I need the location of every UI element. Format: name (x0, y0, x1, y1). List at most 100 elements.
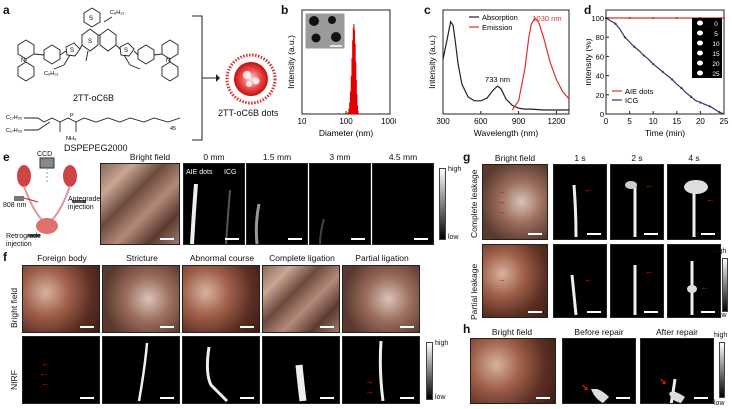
chart-d-point (699, 101, 702, 104)
chart-d-point (661, 70, 664, 73)
g-high-label: high (713, 248, 727, 255)
chart-d-ytick-label: 80 (596, 33, 604, 42)
chart-b-tem-particle (311, 33, 321, 43)
chart-b-bar (348, 108, 350, 114)
chart-b-bar (353, 24, 355, 114)
injection-schematic (14, 157, 86, 237)
chem-n-right: N (166, 58, 170, 64)
chart-d-inset-spot (697, 50, 703, 56)
panel-label-c: c (424, 3, 431, 17)
antegrade-label: Antegrade injection (68, 196, 101, 211)
e-nirf-0mm: AIE dots ICG (183, 163, 245, 245)
panel-label-b: b (281, 3, 289, 17)
chart-d-xtick-label: 5 (627, 117, 632, 126)
g-nirf-partial-1s: ← (553, 244, 607, 318)
h-nirf-before: ↘ (562, 338, 636, 404)
dots-label: 2TT-oC6B dots (218, 108, 279, 118)
chart-d-inset-spot (697, 30, 703, 36)
panel-label-a: a (3, 3, 10, 17)
f-bf-stricture (102, 265, 180, 333)
chem-s-1: S (70, 48, 74, 54)
f-intensity-colorbar (426, 342, 433, 400)
panel-label-d: d (584, 3, 592, 17)
chem-n-left: N (21, 58, 25, 64)
chart-b-bar (350, 76, 352, 114)
g-low-label: low (716, 312, 727, 319)
chart-b-bar (351, 58, 353, 114)
panel-label-f: f (3, 250, 7, 264)
chart-d-point (722, 16, 726, 20)
chart-c-peak-em: 1030 nm (532, 14, 561, 23)
chart-b-ylabel: Intensity (a.u.) (286, 35, 296, 89)
chart-d-inset-label: 10 (712, 41, 720, 48)
chart-d-inset-strip (692, 18, 722, 78)
e-header-0mm: 0 mm (203, 152, 225, 162)
f-bf-abnormal-course (182, 265, 260, 333)
chart-d-point (628, 16, 631, 20)
chart-b-bar (349, 102, 351, 114)
retrograde-label: Retrograde injection (6, 233, 42, 248)
chart-b-bar (356, 94, 358, 114)
e-header-1-5mm: 1.5 mm (262, 152, 292, 162)
e-nirf-4-5mm (372, 163, 434, 245)
f-row-bright-field: Bright field (9, 287, 19, 328)
chem-alkyl-2: C₆H₁₃ (44, 71, 58, 77)
panel-label-h: h (463, 322, 471, 336)
f-bf-partial-ligation (342, 265, 420, 333)
e-low-label: low (448, 234, 459, 241)
chart-b-tem-particle (328, 16, 336, 24)
chart-d-xtick-label: 15 (672, 117, 681, 126)
e-header-3mm: 3 mm (329, 152, 351, 162)
chart-d-point (689, 95, 693, 98)
chem-p: P (70, 113, 74, 119)
chart-d-point (614, 22, 617, 25)
chart-d-inset-label: 5 (714, 31, 718, 38)
panel-label-e: e (3, 150, 10, 164)
molecule-2tt-oc6b: N N S S S S C₆H₁₃ C₆H₁₃ (17, 7, 179, 82)
e-header-bright-field: Bright field (129, 152, 171, 162)
chart-d-legend-label: AIE dots (625, 87, 654, 96)
chart-b-bar (355, 79, 357, 114)
panel-label-g: g (463, 150, 471, 164)
f-high-label: high (435, 340, 449, 347)
g-header-1s: 1 s (574, 153, 586, 163)
chart-c-xtick-label: 900 (512, 117, 526, 126)
g-intensity-colorbar (722, 258, 728, 312)
chart-d-ytick-label: 100 (591, 14, 604, 23)
e-header-4-5mm: 4.5 mm (388, 152, 418, 162)
g-nirf-complete-2s: ← (610, 164, 664, 240)
g-header-2s: 2 s (631, 153, 643, 163)
chart-d-ylabel: Intensity (%) (586, 38, 593, 85)
h-intensity-colorbar (719, 342, 725, 398)
f-bf-complete-ligation (262, 265, 340, 333)
h-bf-image (470, 338, 556, 404)
chart-d-point (675, 16, 678, 20)
chart-absorption-emission: 300 600 900 1200 Wavelength (nm) Intensity (a… (427, 9, 570, 138)
h-high-label: high (714, 332, 728, 339)
aie-dots-tag: AIE dots (186, 169, 213, 176)
f-row-nirf: NIRF (9, 370, 19, 390)
g-header-4s: 4 s (688, 153, 700, 163)
chem-45: 45 (170, 126, 176, 132)
icg-tag: ICG (224, 169, 237, 176)
f-header-foreign-body: Foreign body (37, 253, 87, 263)
chart-d-inset-spot (697, 60, 703, 66)
f-header-abnormal-course: Abnormal course (189, 253, 255, 263)
g-row-partial-leakage: Partial leakage (469, 263, 479, 320)
chart-size-distribution: 10 100 1000 Diameter (nm) Intensity (a.u.) (286, 9, 396, 138)
g-nirf-partial-2s: ← (610, 244, 664, 318)
chart-d-point (708, 105, 711, 108)
compound-label-dspepeg2000: DSPEPEG2000 (64, 143, 128, 153)
chart-c-legend-label: Absorption (482, 13, 518, 22)
f-header-complete-ligation: Complete ligation (269, 253, 335, 263)
chart-b-bar (349, 91, 351, 114)
compound-label-2tt-oc6b: 2TT-oC6B (73, 93, 115, 103)
f-bf-foreign-body (22, 265, 100, 333)
f-nirf-complete-ligation (262, 336, 340, 404)
chart-d-point (718, 110, 721, 114)
g-nirf-complete-1s: ← (553, 164, 607, 240)
f-nirf-abnormal-course (182, 336, 260, 404)
chart-d-point (642, 54, 645, 57)
chart-d-ytick-label: 60 (596, 52, 604, 61)
f-nirf-stricture (102, 336, 180, 404)
